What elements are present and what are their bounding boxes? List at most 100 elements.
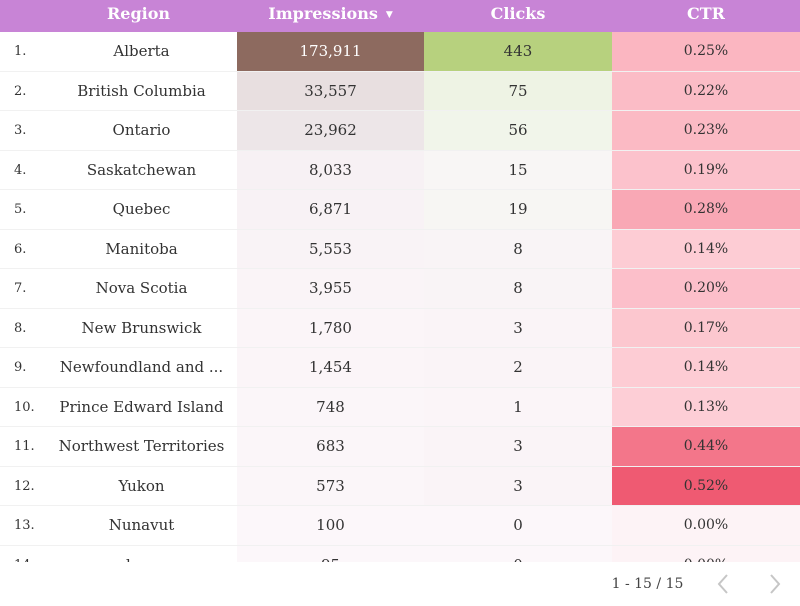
impressions-cell: 173,911 — [237, 32, 424, 72]
header-region[interactable]: Region — [106, 4, 171, 23]
chevron-left-icon[interactable] — [708, 568, 738, 600]
row-index: 13. — [14, 518, 35, 533]
impressions-cell: 683 — [237, 427, 424, 467]
ctr-cell: 0.14% — [612, 348, 800, 388]
ctr-cell: 0.20% — [612, 269, 800, 309]
region-cell: Nova Scotia — [95, 279, 188, 297]
table-row[interactable]: 5. Quebec 6,871 19 0.28% — [0, 190, 800, 230]
clicks-cell: 0 — [424, 545, 612, 562]
row-index: 7. — [14, 281, 27, 296]
row-index: 2. — [14, 83, 27, 99]
row-index: 1. — [14, 44, 27, 59]
table-row[interactable]: 10. Prince Edward Island 748 1 0.13% — [0, 387, 800, 427]
header-clicks[interactable]: Clicks — [490, 4, 546, 23]
table-row[interactable]: 14.unknown9500.00% — [0, 545, 800, 563]
caret-down-icon: ▼ — [385, 10, 393, 20]
row-index: 9. — [14, 360, 27, 375]
impressions-cell: 33,557 — [237, 71, 424, 111]
clicks-cell: 3 — [424, 427, 612, 467]
impressions-cell: 95 — [237, 545, 424, 562]
row-divider — [0, 228, 800, 230]
row-divider — [0, 544, 800, 546]
impressions-cell: 100 — [237, 506, 424, 546]
clicks-cell: 75 — [424, 71, 612, 111]
clicks-cell: 3 — [424, 466, 612, 506]
clicks-cell: 3 — [424, 308, 612, 348]
row-index: 10. — [14, 399, 35, 415]
table-row[interactable]: 2. British Columbia 33,557 75 0.22% — [0, 71, 800, 111]
region-cell: Prince Edward Island — [59, 397, 224, 416]
clicks-cell: 1 — [424, 387, 612, 427]
table-footer: 1 - 15 / 15 — [0, 562, 800, 600]
region-cell: Northwest Territories — [58, 437, 225, 455]
region-cell: Nunavut — [108, 516, 175, 534]
table-row[interactable]: 3. Ontario 23,962 56 0.23% — [0, 111, 800, 151]
ctr-cell: 0.19% — [612, 150, 800, 190]
table-row[interactable]: 13. Nunavut 100 0 0.00% — [0, 506, 800, 546]
clicks-cell: 15 — [424, 150, 612, 190]
clicks-cell: 2 — [424, 348, 612, 388]
ctr-cell: 0.17% — [612, 308, 800, 348]
region-cell: Quebec — [112, 200, 171, 218]
header-impressions[interactable]: Impressions ▼ — [237, 0, 424, 32]
ctr-cell: 0.00% — [612, 506, 800, 546]
chevron-right-icon[interactable] — [760, 568, 790, 600]
row-divider — [0, 347, 800, 348]
table-row[interactable]: 7. Nova Scotia 3,955 8 0.20% — [0, 269, 800, 309]
table-row[interactable]: 4. Saskatchewan 8,033 15 0.19% — [0, 150, 800, 190]
row-divider — [0, 505, 800, 506]
region-cell: Ontario — [112, 121, 171, 139]
impressions-cell: 23,962 — [237, 111, 424, 151]
row-index: 3. — [14, 123, 27, 138]
row-index: 14. — [14, 546, 44, 563]
clicks-cell: 8 — [424, 229, 612, 269]
row-index: 6. — [14, 241, 27, 257]
region-table: Region Impressions ▼ Clicks CTR 1. Alberta… — [0, 0, 800, 562]
header-ctr[interactable]: CTR — [687, 4, 725, 23]
impressions-cell: 3,955 — [237, 269, 424, 309]
table-header: Region Impressions ▼ Clicks CTR — [0, 0, 800, 32]
impressions-cell: 5,553 — [237, 229, 424, 269]
clicks-cell: 19 — [424, 190, 612, 230]
clicks-cell: 443 — [424, 32, 612, 72]
table-row[interactable]: 6. Manitoba 5,553 8 0.14% — [0, 229, 800, 269]
row-divider — [0, 386, 800, 388]
row-divider — [0, 110, 800, 111]
ctr-cell: 0.22% — [612, 71, 800, 111]
ctr-cell: 0.13% — [612, 387, 800, 427]
table-row[interactable]: 11. Northwest Territories 683 3 0.44% — [0, 427, 800, 467]
row-index: 4. — [14, 162, 27, 178]
row-divider — [0, 268, 800, 269]
row-index: 11. — [14, 439, 35, 454]
row-index: 5. — [14, 202, 27, 217]
ctr-cell: 0.52% — [612, 466, 800, 506]
row-index: 12. — [14, 478, 35, 494]
clicks-cell: 0 — [424, 506, 612, 546]
impressions-cell: 6,871 — [237, 190, 424, 230]
ctr-cell: 0.25% — [612, 32, 800, 72]
row-divider — [0, 307, 800, 309]
clicks-cell: 56 — [424, 111, 612, 151]
region-cell: New Brunswick — [81, 318, 202, 337]
region-cell: Yukon — [118, 476, 165, 495]
ctr-cell: 0.44% — [612, 427, 800, 467]
ctr-cell: 0.00% — [612, 545, 800, 562]
table-row[interactable]: 8. New Brunswick 1,780 3 0.17% — [0, 308, 800, 348]
row-index: 8. — [14, 320, 27, 336]
region-cell: Alberta — [113, 42, 170, 60]
table-row[interactable]: 9. Newfoundland and ... 1,454 2 0.14% — [0, 348, 800, 388]
header-impressions-label: Impressions — [268, 4, 378, 23]
region-cell: Saskatchewan — [86, 160, 197, 179]
ctr-cell: 0.23% — [612, 111, 800, 151]
table-row[interactable]: 1. Alberta 173,911 443 0.25% — [0, 32, 800, 72]
row-divider — [0, 465, 800, 467]
clicks-cell: 8 — [424, 269, 612, 309]
impressions-cell: 748 — [237, 387, 424, 427]
pagination-label: 1 - 15 / 15 — [611, 576, 684, 592]
row-divider — [0, 189, 800, 190]
row-divider — [0, 426, 800, 427]
ctr-cell: 0.14% — [612, 229, 800, 269]
impressions-cell: 573 — [237, 466, 424, 506]
region-cell: Manitoba — [105, 239, 178, 258]
table-row[interactable]: 12. Yukon 573 3 0.52% — [0, 466, 800, 506]
